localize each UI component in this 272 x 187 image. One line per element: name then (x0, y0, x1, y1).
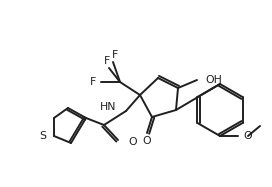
Text: OH: OH (205, 75, 222, 85)
Text: O: O (243, 131, 252, 141)
Text: F: F (90, 77, 96, 87)
Text: F: F (104, 56, 110, 66)
Text: F: F (112, 50, 118, 60)
Text: O: O (128, 137, 137, 147)
Text: HN: HN (100, 102, 116, 112)
Text: O: O (143, 136, 151, 146)
Text: S: S (39, 131, 46, 141)
